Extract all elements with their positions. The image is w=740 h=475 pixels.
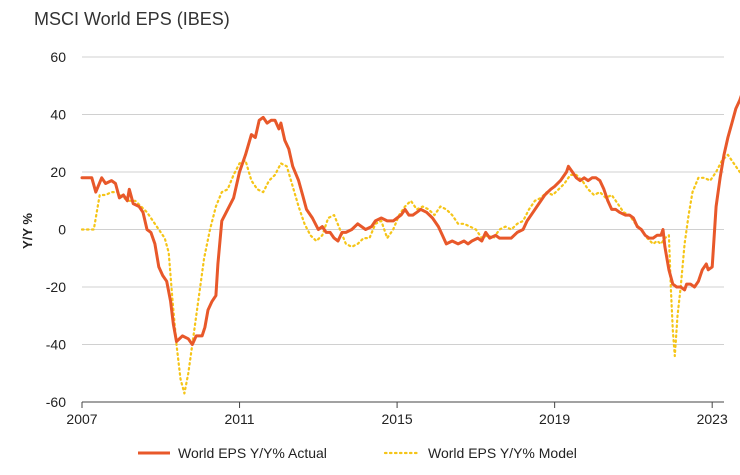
y-tick-labels: 60 40 20 0 -20 -40 -60 (46, 49, 66, 410)
y-axis-label: Y/Y % (20, 213, 35, 249)
y-tick-label: -40 (46, 337, 66, 353)
x-tick-label: 2019 (539, 411, 570, 427)
y-tick-label: 40 (50, 107, 66, 123)
y-tick-label: -60 (46, 394, 66, 410)
grid-lines (81, 56, 724, 408)
x-tick-label: 2011 (224, 411, 254, 427)
x-tick-label: 2015 (382, 411, 413, 427)
series-line-model (80, 153, 740, 395)
x-tick-labels: 2007 2011 2015 2019 2023 (66, 411, 728, 427)
chart-title: MSCI World EPS (IBES) (34, 9, 230, 29)
legend-label-actual: World EPS Y/Y% Actual (178, 445, 327, 461)
x-tick-label: 2007 (66, 411, 97, 427)
y-tick-label: 20 (50, 164, 66, 180)
x-tick-label: 2023 (697, 411, 728, 427)
legend: World EPS Y/Y% Actual World EPS Y/Y% Mod… (138, 445, 577, 461)
series-lines (80, 94, 740, 395)
y-tick-label: -20 (46, 279, 66, 295)
y-tick-label: 0 (58, 222, 66, 238)
series-line-actual (80, 94, 740, 346)
y-tick-label: 60 (50, 49, 66, 65)
legend-label-model: World EPS Y/Y% Model (428, 445, 577, 461)
